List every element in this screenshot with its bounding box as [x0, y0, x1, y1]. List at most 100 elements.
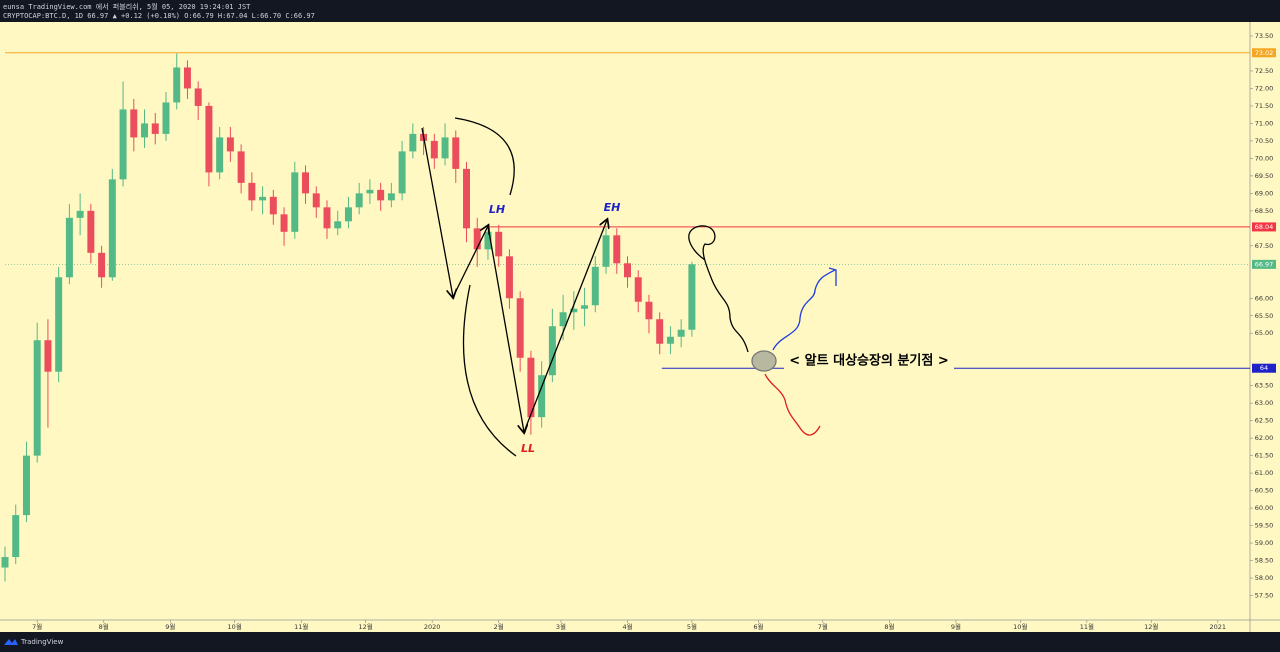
candle-body [173, 67, 181, 103]
x-tick-label: 11월 [294, 622, 308, 631]
x-tick-label: 9월 [951, 622, 961, 631]
price-level-label: 68.04 [1255, 223, 1274, 231]
y-tick-label: 65.00 [1255, 329, 1274, 337]
y-tick-label: 63.00 [1255, 399, 1274, 407]
y-tick-label: 61.50 [1255, 452, 1274, 460]
y-tick-label: 71.00 [1255, 119, 1274, 127]
y-tick-label: 70.00 [1255, 154, 1274, 162]
x-tick-label: 4월 [622, 622, 632, 631]
chart-title: eunsa TradingView.com 에서 퍼블리쉬, 5월 05, 20… [3, 2, 251, 11]
candle-body [76, 210, 84, 218]
candle-body [688, 264, 696, 330]
brand-logo [4, 639, 18, 645]
x-tick-label: 7월 [818, 622, 828, 631]
y-tick-label: 65.50 [1255, 312, 1274, 320]
annotation-ll: LL [521, 442, 535, 455]
y-tick-label: 59.00 [1255, 539, 1274, 547]
price-level-label: 66.97 [1255, 260, 1274, 268]
candle-body [248, 182, 256, 201]
chart-subtitle: CRYPTOCAP:BTC.D, 1D 66.97 ▲ +0.12 (+0.18… [3, 12, 315, 20]
y-tick-label: 59.50 [1255, 522, 1274, 530]
squiggle [688, 225, 749, 353]
y-tick-label: 67.50 [1255, 242, 1274, 250]
candle-body [645, 301, 653, 320]
candle-body [538, 375, 546, 418]
candle-body [44, 340, 52, 372]
candle-body [430, 140, 438, 159]
y-tick-label: 66.00 [1255, 294, 1274, 302]
candle-body [355, 193, 363, 208]
candle-body [463, 168, 470, 229]
x-tick-label: 2월 [494, 622, 504, 631]
price-level-tag [1252, 363, 1276, 373]
candle-body [237, 151, 245, 183]
candle-body [259, 196, 267, 201]
y-tick-label: 62.50 [1255, 417, 1274, 425]
trend-arrow [523, 220, 607, 433]
price-level-tag [1252, 259, 1276, 269]
x-tick-label: 11월 [1080, 622, 1094, 631]
y-tick-label: 62.00 [1255, 434, 1274, 442]
y-tick-label: 72.50 [1255, 67, 1274, 75]
y-tick-label: 63.50 [1255, 382, 1274, 390]
y-tick-label: 72.00 [1255, 84, 1274, 92]
x-tick-label: 7월 [32, 622, 42, 631]
candle-body [334, 221, 342, 229]
footer-bar [0, 632, 1280, 652]
y-tick-label: 71.50 [1255, 102, 1274, 110]
candle-body [269, 196, 277, 215]
candle-body [205, 105, 213, 173]
header-bar [0, 0, 1280, 22]
down-path [764, 373, 821, 436]
up-path [772, 269, 836, 351]
candle-body [602, 235, 610, 267]
price-level-label: 64 [1260, 364, 1268, 372]
x-tick-label: 8월 [99, 622, 109, 631]
plot-background [0, 22, 1280, 632]
candle-body [65, 217, 73, 278]
candle-body [98, 252, 106, 278]
candle-body [484, 231, 492, 250]
x-tick-label: 10월 [228, 622, 242, 631]
candle-body [344, 207, 352, 222]
y-tick-label: 73.50 [1255, 32, 1274, 40]
note-background [784, 352, 954, 370]
candle-body [151, 123, 159, 134]
candle-body [141, 123, 149, 138]
candle-body [1, 557, 9, 568]
candle-body [377, 189, 385, 201]
price-level-tag [1252, 48, 1276, 58]
price-level-label: 73.02 [1255, 49, 1274, 57]
candle-body [302, 172, 310, 194]
candle-body [441, 137, 449, 159]
annotation-note: < 알트 대상승장의 분기점 > [789, 353, 949, 369]
x-tick-label: 2021 [1210, 623, 1227, 631]
candle-body [495, 231, 503, 257]
candle-body [527, 357, 535, 418]
candle-body [505, 256, 513, 299]
x-tick-label: 10월 [1013, 622, 1027, 631]
y-tick-label: 58.50 [1255, 557, 1274, 565]
x-tick-label: 9월 [165, 622, 175, 631]
x-tick-label: 12월 [358, 622, 372, 631]
candle-body [183, 67, 191, 89]
candle-body [666, 336, 674, 344]
x-tick-label: 6월 [753, 622, 763, 631]
candle-body [473, 228, 481, 250]
brand: TradingView [20, 638, 64, 646]
arc [454, 117, 515, 196]
candle-body [12, 515, 20, 558]
candle-body [194, 88, 202, 106]
candle-body [581, 305, 589, 309]
candle-body [108, 179, 116, 278]
x-tick-label: 3월 [556, 622, 566, 631]
x-tick-label: 12월 [1144, 622, 1158, 631]
candle-body [366, 189, 374, 194]
candle-body [119, 109, 127, 180]
candle-body [398, 151, 406, 194]
y-tick-label: 68.50 [1255, 207, 1274, 215]
y-tick-label: 70.50 [1255, 137, 1274, 145]
trend-arrow [487, 225, 524, 432]
candle-body [591, 266, 599, 306]
